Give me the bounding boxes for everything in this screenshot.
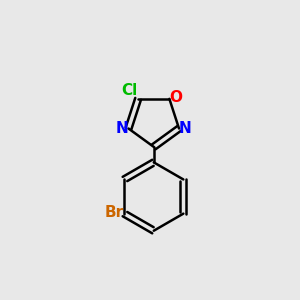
Text: N: N <box>116 121 129 136</box>
Text: Cl: Cl <box>121 82 137 98</box>
Text: N: N <box>179 121 192 136</box>
Text: Br: Br <box>104 205 123 220</box>
Text: O: O <box>169 90 182 105</box>
